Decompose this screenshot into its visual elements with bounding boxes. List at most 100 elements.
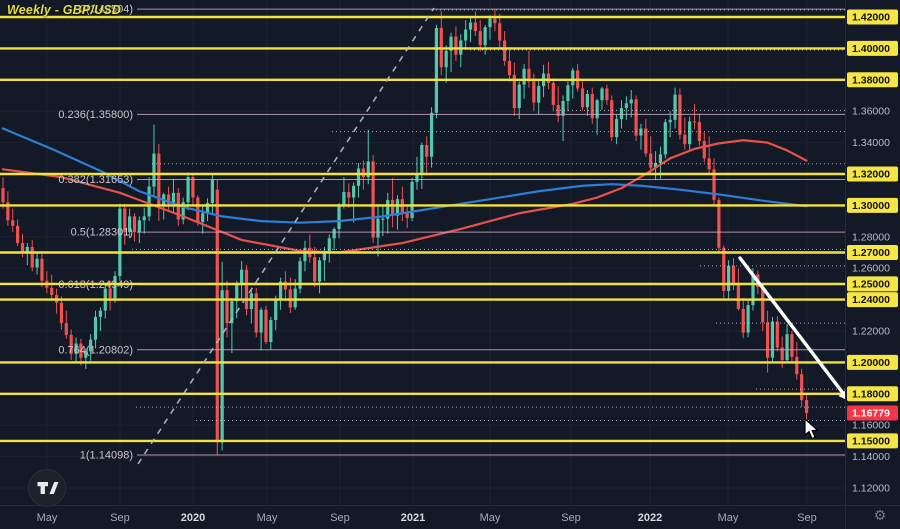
candlestick [702,141,706,159]
price-level-badge-text: 1.18000 [852,388,890,400]
candlestick [337,205,341,229]
candlestick [210,179,215,204]
time-axis-label[interactable]: May [257,512,278,524]
price-level-badge [847,292,898,308]
candlestick [483,27,487,46]
candlestick [171,192,176,204]
candlestick [201,213,205,222]
time-axis-label[interactable]: 2021 [401,512,425,524]
price-axis-label: 1.34000 [852,137,890,149]
candlestick [381,218,385,220]
candlestick [74,343,78,354]
candlestick [376,218,380,238]
fib-level-label: 0.764(1.20802) [58,344,133,356]
price-level-badge [847,72,898,88]
price-level-badge-text: 1.30000 [852,200,890,212]
candlestick [98,310,102,317]
moving-average-red [1,139,808,254]
candlestick [1,188,5,203]
candlestick [741,309,745,333]
candlestick [468,22,473,30]
candlestick [313,257,317,282]
candlestick [673,94,677,120]
candlestick [653,163,658,168]
candlestick [464,29,468,41]
candlestick [225,290,229,324]
candlestick [551,82,555,105]
candlestick [342,192,346,206]
current-price-badge-text: 1.16779 [852,407,890,419]
candlestick [727,265,731,291]
fib-level-label: 0(1.42504) [80,4,133,16]
mouse-cursor-icon [804,418,819,440]
time-axis-label[interactable]: Sep [330,512,350,524]
price-level-badge [847,9,898,25]
candlestick [259,309,263,333]
candlestick [59,302,64,324]
tradingview-logo[interactable] [27,468,67,508]
candlestick [429,112,434,157]
candlestick [488,18,492,28]
price-level-badge-text: 1.25000 [852,278,890,290]
candlestick [215,189,219,443]
candlestick [619,108,624,120]
price-level-badge-text: 1.32000 [852,169,890,181]
candlestick [244,269,249,310]
candlestick [332,228,336,239]
candlestick [571,70,575,86]
candlestick [69,334,73,354]
time-axis-label[interactable]: May [480,512,501,524]
time-axis-label[interactable]: Sep [561,512,581,524]
candlestick [761,287,765,323]
candlestick [503,40,507,61]
candlestick [634,99,638,136]
candlestick [118,208,122,277]
candlestick [605,88,609,101]
candlestick [293,288,297,308]
time-axis-label[interactable]: 2020 [181,512,205,524]
price-level-badge [847,276,898,292]
candlestick [142,216,146,221]
candlestick [93,316,98,340]
time-axis-label[interactable]: May [37,512,58,524]
candlestick [736,283,740,310]
candlestick [473,22,477,32]
price-axis-label: 1.22000 [852,326,890,338]
price-axis-label: 1.16000 [852,420,890,432]
candlestick [731,265,736,284]
candlestick [132,216,137,233]
price-axis-label: 1.12000 [852,483,890,495]
downtrend-arrow-line[interactable] [738,256,851,403]
candlestick [444,50,448,68]
time-axis-label[interactable]: Sep [797,512,817,524]
fib-level-label: 0.236(1.35800) [58,109,133,121]
candlestick [624,103,628,109]
candlestick [615,119,619,138]
candlestick [770,321,775,358]
tradingview-glyph [37,482,59,494]
price-level-badge [847,354,898,370]
candlestick [205,203,210,214]
candlestick [722,247,726,291]
candlestick [395,199,400,216]
candlestick [20,243,25,253]
candlestick [356,168,361,186]
price-level-badge-text: 1.20000 [852,357,890,369]
time-axis-label[interactable]: May [718,512,739,524]
candlestick [303,247,307,262]
price-axis-label: 1.26000 [852,263,890,275]
candlestick [264,309,268,342]
time-axis-label[interactable]: 2022 [638,512,662,524]
candlestick [751,274,755,306]
candlestick [220,290,224,443]
candlestick [371,161,375,238]
candlestick [40,258,44,281]
candlestick [420,144,424,175]
price-level-badge [847,197,898,213]
time-axis-label[interactable]: Sep [110,512,130,524]
candlestick [278,281,283,301]
candlestick [240,269,244,285]
candlestick [64,323,68,335]
settings-gear-icon[interactable]: ⚙ [873,507,887,523]
